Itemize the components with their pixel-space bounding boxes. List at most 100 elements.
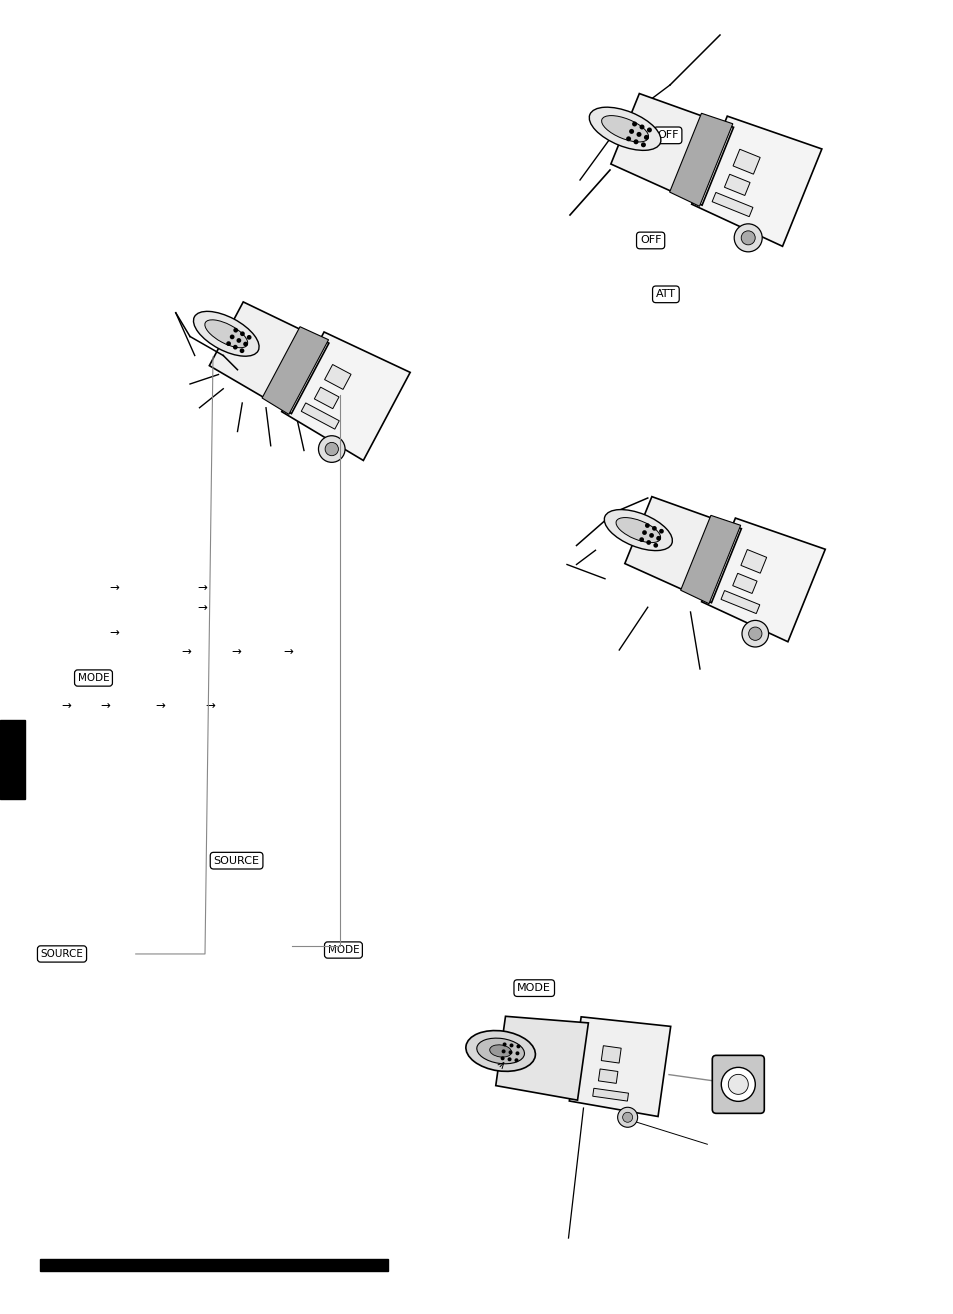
Polygon shape [679, 515, 740, 603]
FancyBboxPatch shape [712, 1055, 763, 1113]
Polygon shape [610, 93, 733, 205]
Ellipse shape [601, 116, 648, 142]
Polygon shape [669, 113, 732, 206]
Polygon shape [569, 1017, 670, 1117]
Circle shape [644, 523, 649, 528]
Circle shape [639, 537, 643, 541]
Polygon shape [723, 175, 749, 196]
Polygon shape [740, 549, 766, 573]
Polygon shape [732, 150, 760, 175]
Polygon shape [711, 192, 752, 217]
Polygon shape [720, 590, 759, 614]
Polygon shape [262, 327, 328, 414]
Circle shape [648, 533, 653, 537]
Circle shape [659, 528, 663, 533]
Circle shape [645, 540, 650, 545]
Text: OFF: OFF [657, 130, 678, 141]
Text: →: → [62, 699, 71, 712]
Circle shape [230, 335, 234, 339]
Circle shape [734, 223, 761, 252]
Circle shape [643, 135, 648, 139]
Circle shape [226, 342, 231, 346]
Circle shape [622, 1112, 632, 1122]
Ellipse shape [589, 108, 660, 150]
Text: MODE: MODE [77, 673, 110, 683]
Polygon shape [700, 518, 824, 641]
Text: →: → [110, 581, 119, 594]
Circle shape [653, 543, 658, 548]
Circle shape [516, 1045, 520, 1049]
Circle shape [243, 342, 248, 347]
Bar [0, 720, 25, 799]
Circle shape [236, 338, 241, 343]
Circle shape [633, 139, 638, 145]
Ellipse shape [193, 311, 259, 356]
Text: →: → [155, 699, 165, 712]
Circle shape [740, 231, 755, 244]
Circle shape [509, 1043, 513, 1047]
Ellipse shape [489, 1045, 511, 1056]
Text: SOURCE: SOURCE [213, 855, 259, 866]
Polygon shape [732, 573, 757, 594]
Text: →: → [197, 600, 207, 614]
Text: →: → [205, 699, 214, 712]
Circle shape [641, 531, 646, 535]
Polygon shape [592, 1088, 628, 1101]
Polygon shape [281, 332, 410, 460]
Text: →: → [100, 699, 110, 712]
Polygon shape [691, 116, 821, 246]
Circle shape [514, 1058, 517, 1062]
Polygon shape [209, 302, 329, 414]
Circle shape [632, 121, 637, 126]
Polygon shape [301, 403, 339, 430]
Bar [40, 1259, 388, 1271]
Circle shape [507, 1058, 511, 1062]
Polygon shape [496, 1016, 588, 1100]
Circle shape [646, 127, 651, 133]
Circle shape [625, 137, 631, 142]
Ellipse shape [465, 1030, 535, 1071]
Text: OFF: OFF [639, 235, 660, 246]
Circle shape [639, 125, 644, 130]
Circle shape [617, 1108, 637, 1127]
Ellipse shape [205, 319, 248, 348]
Text: MODE: MODE [327, 945, 359, 955]
Circle shape [636, 131, 640, 137]
Circle shape [741, 620, 768, 646]
Circle shape [748, 627, 761, 640]
Text: →: → [232, 645, 241, 658]
Text: →: → [283, 645, 293, 658]
Circle shape [247, 335, 252, 340]
Ellipse shape [603, 510, 672, 551]
Circle shape [318, 436, 345, 463]
Circle shape [501, 1050, 505, 1054]
Circle shape [720, 1067, 755, 1101]
Circle shape [500, 1056, 504, 1060]
Circle shape [515, 1051, 519, 1055]
Ellipse shape [476, 1038, 524, 1064]
Circle shape [325, 443, 338, 456]
Circle shape [628, 129, 634, 134]
Text: →: → [197, 581, 207, 594]
Polygon shape [600, 1046, 620, 1063]
Polygon shape [324, 364, 351, 389]
Text: ATT: ATT [656, 289, 675, 300]
Polygon shape [598, 1070, 618, 1083]
Circle shape [502, 1042, 506, 1046]
Circle shape [640, 142, 645, 147]
Circle shape [727, 1075, 747, 1095]
Text: SOURCE: SOURCE [41, 949, 83, 959]
Circle shape [239, 348, 244, 353]
Circle shape [651, 526, 656, 531]
Circle shape [240, 331, 245, 336]
Text: →: → [181, 645, 191, 658]
Text: →: → [110, 625, 119, 639]
Text: MODE: MODE [517, 983, 551, 993]
Circle shape [233, 327, 238, 332]
Circle shape [656, 536, 660, 540]
Polygon shape [624, 497, 740, 603]
Polygon shape [314, 388, 338, 409]
Circle shape [233, 344, 237, 350]
Ellipse shape [616, 518, 660, 543]
Circle shape [508, 1050, 512, 1054]
